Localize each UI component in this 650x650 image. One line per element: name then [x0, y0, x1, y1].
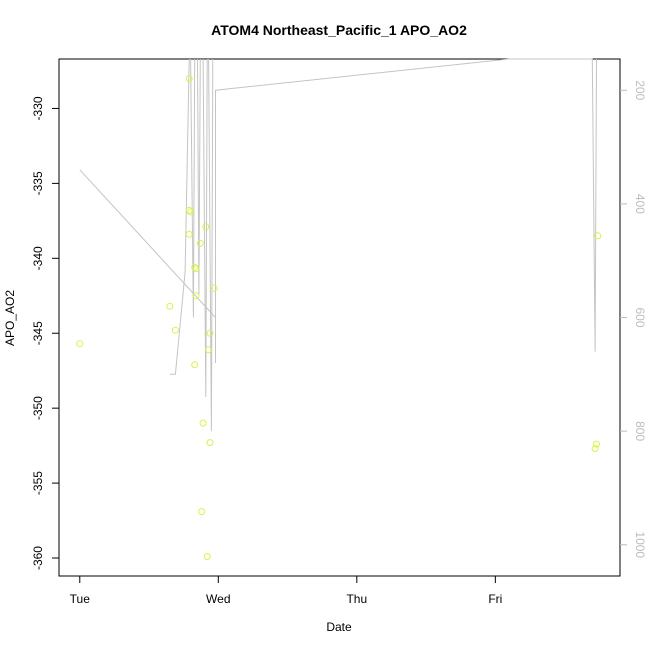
data-point — [192, 265, 200, 273]
points-layer — [76, 75, 602, 560]
series-line — [197, 58, 201, 295]
series-line — [190, 58, 196, 318]
y-axis-label: APO_AO2 — [3, 290, 17, 346]
data-point — [202, 223, 210, 231]
x-tick-label: Thu — [346, 592, 367, 606]
data-point — [205, 346, 213, 354]
plot-area-border — [58, 58, 621, 577]
series-line — [202, 58, 208, 398]
data-point — [191, 361, 199, 369]
data-point — [76, 340, 84, 348]
x-tick-label: Tue — [70, 592, 91, 606]
right-axis: 200 400 600 800 1000 — [620, 80, 647, 558]
data-point — [196, 239, 204, 247]
y-tick-label: -335 — [31, 171, 45, 195]
right-tick-label: 600 — [633, 307, 647, 327]
y-tick-label: -345 — [31, 321, 45, 345]
data-point — [166, 302, 174, 310]
right-tick-label: 1000 — [633, 531, 647, 558]
data-point — [192, 292, 200, 300]
y-tick-label: -340 — [31, 246, 45, 270]
data-point — [203, 553, 211, 560]
data-point — [206, 329, 214, 337]
series-line — [208, 58, 214, 432]
data-point — [199, 419, 207, 427]
series-line — [169, 58, 190, 375]
data-point — [210, 284, 218, 292]
data-point — [591, 445, 599, 453]
x-tick-label: Fri — [488, 592, 502, 606]
lines-layer — [79, 58, 597, 432]
right-tick-label: 400 — [633, 194, 647, 214]
y-tick-label: -350 — [31, 396, 45, 420]
y-tick-label: -355 — [31, 471, 45, 495]
right-tick-label: 800 — [633, 421, 647, 441]
x-axis-label: Date — [326, 620, 352, 634]
data-point — [187, 208, 195, 216]
x-axis: Tue Wed Thu Fri — [70, 575, 502, 606]
data-point — [185, 75, 193, 82]
y-tick-label: -330 — [31, 96, 45, 120]
data-point — [206, 439, 214, 447]
right-tick-label: 200 — [633, 80, 647, 100]
data-point — [593, 440, 600, 448]
data-point — [185, 206, 193, 214]
y-axis: -330 -335 -340 -345 -350 -355 -360 — [31, 96, 59, 570]
data-point — [185, 230, 193, 238]
chart-title: ATOM4 Northeast_Pacific_1 APO_AO2 — [211, 22, 467, 38]
series-line — [79, 58, 597, 363]
data-point — [198, 508, 206, 516]
data-point — [191, 263, 199, 271]
data-point — [594, 232, 602, 240]
data-point — [171, 326, 179, 334]
y-tick-label: -360 — [31, 546, 45, 570]
x-tick-label: Wed — [206, 592, 230, 606]
